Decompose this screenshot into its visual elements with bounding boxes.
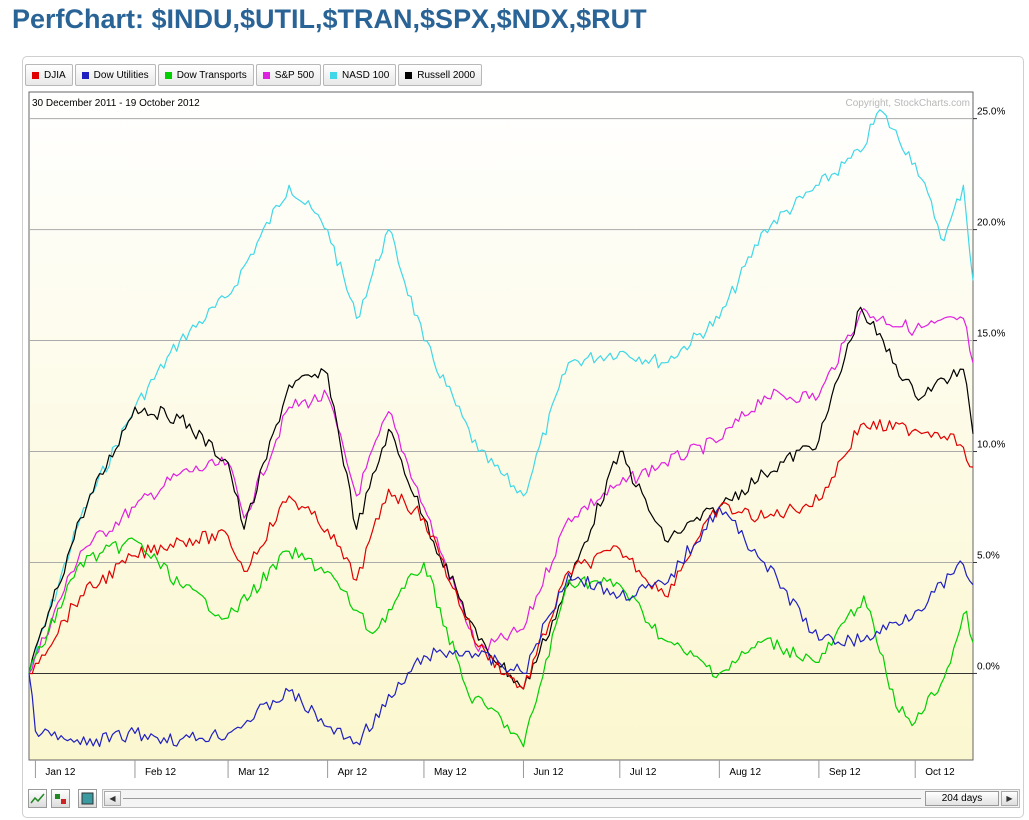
legend-swatch-russell2000	[405, 71, 413, 79]
x-tick-label: Jun 12	[533, 767, 563, 778]
line-chart-icon	[30, 793, 45, 804]
legend-label-dow-transports: Dow Transports	[176, 69, 247, 81]
x-axis: Jan 12 Feb 12 Mar 12 Apr 12 May 12 Jun 12 Jul …	[34, 760, 955, 778]
scroll-left-button[interactable]: ◀	[104, 791, 121, 806]
legend-item-sp500[interactable]: S&P 500	[255, 64, 322, 86]
y-tick-label: 5.0%	[977, 550, 1000, 561]
y-tick-label: 20.0%	[977, 218, 1005, 229]
x-tick-label: Feb 12	[145, 767, 177, 778]
legend-item-dow-utilities[interactable]: Dow Utilities	[74, 64, 156, 86]
y-axis: 0.0% 5.0% 10.0% 15.0% 20.0% 25.0%	[973, 107, 1005, 674]
series-line-djia	[28, 419, 974, 690]
histogram-icon	[55, 794, 66, 804]
date-range-label: 30 December 2011 - 19 October 2012	[32, 98, 200, 109]
legend-swatch-dow-utilities	[81, 71, 89, 79]
legend-item-dow-transports[interactable]: Dow Transports	[157, 64, 254, 86]
legend-label-djia: DJIA	[44, 69, 66, 81]
x-tick-label: Jan 12	[45, 767, 75, 778]
x-tick-label: Jul 12	[630, 767, 657, 778]
scroll-line	[123, 798, 921, 799]
page-title: PerfChart: $INDU,$UTIL,$TRAN,$SPX,$NDX,$…	[12, 4, 647, 34]
legend-swatch-dow-transports	[164, 71, 172, 79]
histogram-tool-button[interactable]	[51, 789, 70, 808]
series-line-dow-transports	[28, 537, 974, 748]
x-tick-label: Aug 12	[729, 767, 761, 778]
x-tick-label: Oct 12	[925, 767, 955, 778]
chart-toolbar: ◀ 204 days ▶	[26, 787, 1022, 811]
plot-area	[28, 91, 974, 761]
legend-label-russell2000: Russell 2000	[417, 69, 476, 81]
x-tick-label: Mar 12	[238, 767, 270, 778]
legend-item-djia[interactable]: DJIA	[25, 64, 73, 86]
days-slider-thumb[interactable]: 204 days	[925, 791, 999, 806]
x-tick-label: Apr 12	[338, 767, 368, 778]
scroll-right-button[interactable]: ▶	[1001, 791, 1018, 806]
time-scrollbar[interactable]: ◀ 204 days ▶	[102, 789, 1020, 808]
color-tool-button[interactable]	[78, 789, 97, 808]
series-line-russell-2000	[28, 306, 974, 690]
legend-swatch-nasd100	[330, 71, 338, 79]
series-line-nasd-100	[28, 109, 974, 674]
y-tick-label: 25.0%	[977, 107, 1005, 118]
legend-item-russell2000[interactable]: Russell 2000	[398, 64, 483, 86]
x-tick-label: May 12	[434, 767, 467, 778]
y-tick-label: 0.0%	[977, 661, 1000, 672]
y-tick-label: 15.0%	[977, 329, 1005, 340]
series-line-dow-utilities	[28, 506, 974, 748]
legend-swatch-djia	[32, 71, 39, 79]
line-chart-tool-button[interactable]	[28, 789, 47, 808]
legend-label-sp500: S&P 500	[274, 69, 315, 81]
legend-label-nasd100: NASD 100	[342, 69, 390, 81]
legend-swatch-sp500	[262, 71, 270, 79]
legend-label-dow-utilities: Dow Utilities	[93, 69, 149, 81]
y-tick-label: 10.0%	[977, 440, 1005, 451]
x-tick-label: Sep 12	[829, 767, 861, 778]
series-line-s-p-500	[28, 308, 974, 674]
color-box-icon	[81, 792, 94, 805]
legend-bar: DJIA Dow Utilities Dow Transports S&P 50…	[25, 64, 483, 86]
legend-item-nasd100[interactable]: NASD 100	[323, 64, 397, 86]
series-lines	[28, 109, 974, 748]
copyright-label: Copyright, StockCharts.com	[846, 98, 971, 109]
